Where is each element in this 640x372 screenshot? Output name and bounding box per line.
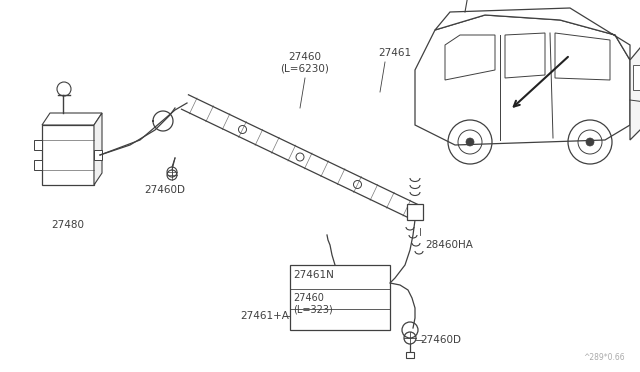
Text: 27460D: 27460D: [420, 335, 461, 345]
Text: 27480: 27480: [51, 220, 84, 230]
Bar: [290, 265, 390, 330]
Polygon shape: [42, 113, 102, 125]
Text: 27461N: 27461N: [293, 270, 334, 280]
Text: 27461+A: 27461+A: [240, 311, 289, 321]
Polygon shape: [630, 42, 640, 140]
Bar: [633, 65, 640, 90]
Bar: [34, 160, 42, 170]
Text: 27460D: 27460D: [145, 185, 186, 195]
Polygon shape: [94, 113, 102, 185]
Circle shape: [586, 138, 594, 146]
Bar: [42, 125, 94, 185]
Polygon shape: [415, 15, 630, 145]
Text: ^289*0.66: ^289*0.66: [584, 353, 625, 362]
Circle shape: [466, 138, 474, 146]
Polygon shape: [555, 33, 610, 80]
Text: 27461: 27461: [378, 48, 411, 58]
Bar: [407, 204, 423, 220]
Bar: [94, 150, 102, 160]
Polygon shape: [505, 33, 545, 78]
Bar: [34, 140, 42, 150]
Polygon shape: [435, 8, 630, 60]
Text: 27460
(L=323): 27460 (L=323): [293, 293, 333, 315]
Polygon shape: [445, 35, 495, 80]
Text: 28460HA: 28460HA: [425, 240, 473, 250]
Bar: [406, 352, 414, 358]
Text: 27460
(L=6230): 27460 (L=6230): [280, 52, 330, 74]
